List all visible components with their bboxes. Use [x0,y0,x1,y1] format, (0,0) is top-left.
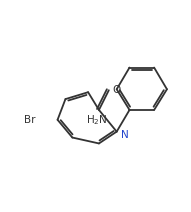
Text: Br: Br [24,115,36,125]
Text: $\mathregular{H_2N}$: $\mathregular{H_2N}$ [86,113,108,127]
Text: N: N [121,130,128,139]
Text: O: O [113,85,121,95]
